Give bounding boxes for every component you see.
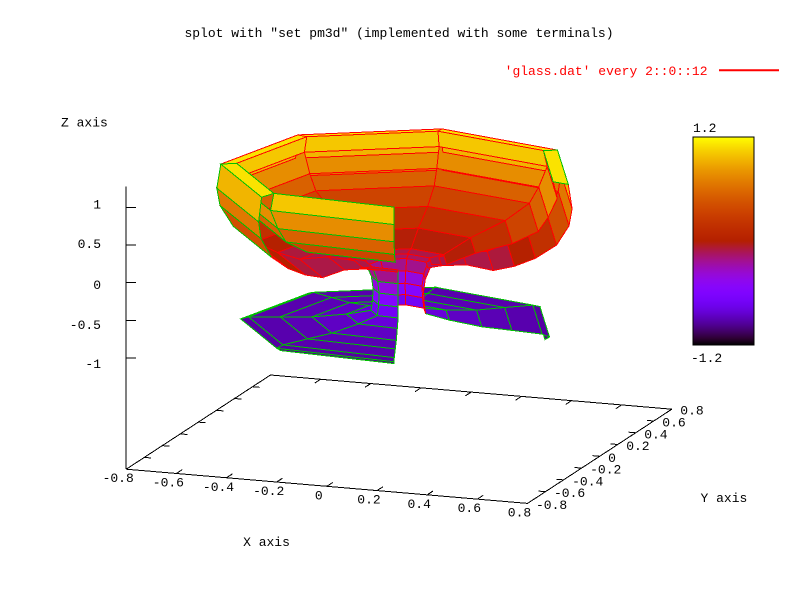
- svg-text:-0.6: -0.6: [554, 486, 585, 501]
- svg-text:0.2: 0.2: [357, 493, 380, 508]
- svg-text:0.6: 0.6: [458, 501, 481, 516]
- svg-text:0.8: 0.8: [508, 505, 531, 520]
- svg-text:0: 0: [93, 278, 101, 293]
- svg-text:1: 1: [93, 198, 101, 213]
- svg-text:-1.2: -1.2: [691, 351, 722, 366]
- svg-text:0.6: 0.6: [662, 416, 685, 431]
- svg-text:Y axis: Y axis: [701, 491, 748, 506]
- svg-text:0: 0: [315, 488, 323, 503]
- svg-text:0: 0: [608, 451, 616, 466]
- svg-text:-0.8: -0.8: [103, 471, 134, 486]
- svg-text:-0.2: -0.2: [590, 463, 621, 478]
- svg-text:0.4: 0.4: [407, 497, 431, 512]
- svg-text:splot with "set pm3d" (impleme: splot with "set pm3d" (implemented with …: [184, 26, 613, 41]
- svg-text:X axis: X axis: [243, 535, 290, 550]
- svg-text:Z axis: Z axis: [61, 116, 108, 131]
- svg-text:0.5: 0.5: [78, 237, 101, 252]
- svg-text:-0.6: -0.6: [153, 476, 184, 491]
- svg-text:-1: -1: [85, 357, 101, 372]
- svg-text:0.4: 0.4: [644, 427, 668, 442]
- svg-text:'glass.dat' every 2::0::12: 'glass.dat' every 2::0::12: [505, 64, 708, 79]
- svg-text:-0.4: -0.4: [572, 474, 603, 489]
- svg-text:-0.2: -0.2: [253, 484, 284, 499]
- svg-text:0.8: 0.8: [680, 404, 703, 419]
- svg-text:0.2: 0.2: [626, 439, 649, 454]
- svg-text:-0.5: -0.5: [70, 318, 101, 333]
- svg-text:-0.8: -0.8: [536, 498, 567, 513]
- svg-text:-0.4: -0.4: [203, 480, 234, 495]
- svg-text:1.2: 1.2: [693, 121, 716, 136]
